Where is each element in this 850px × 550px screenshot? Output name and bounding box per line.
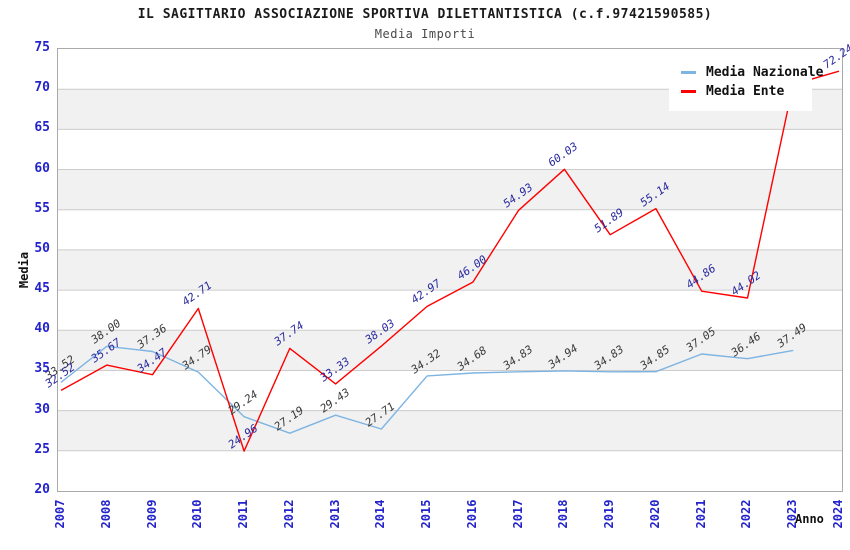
grid-band [58, 330, 842, 371]
x-tick-label: 2017 [510, 499, 525, 529]
x-tick-label: 2011 [236, 499, 251, 529]
x-tick-label: 2019 [602, 499, 617, 529]
y-tick-label: 40 [34, 321, 50, 337]
legend: Media Nazionale Media Ente [669, 53, 823, 111]
y-tick-label: 45 [34, 281, 50, 297]
x-tick-label: 2018 [556, 499, 571, 529]
series-line-media-ente [60, 70, 840, 452]
grid-band [58, 410, 842, 451]
ente-line-swatch-icon [681, 90, 696, 93]
y-tick-label: 65 [34, 120, 50, 136]
grid-band [58, 249, 842, 291]
x-tick-label: 2009 [144, 499, 159, 529]
legend-label-media-ente: Media Ente [706, 84, 785, 99]
grid-band [58, 169, 842, 210]
x-tick-label: 2010 [190, 499, 205, 529]
plot-area [57, 48, 843, 492]
x-tick-label: 2024 [831, 499, 845, 529]
chart-canvas [58, 70, 842, 452]
x-tick-label: 2007 [53, 499, 67, 529]
x-tick-label: 2012 [281, 499, 296, 529]
y-tick-label: 60 [34, 160, 50, 176]
legend-item-media-ente: Media Ente [681, 84, 802, 99]
legend-label-media-nazionale: Media Nazionale [706, 65, 824, 80]
x-tick-label: 2022 [739, 499, 754, 529]
x-tick-label: 2014 [373, 499, 388, 529]
x-tick-label: 2008 [98, 499, 113, 529]
y-tick-label: 20 [34, 482, 50, 497]
y-tick-label: 35 [34, 361, 50, 377]
y-tick-label: 75 [34, 40, 50, 55]
chart-title: IL SAGITTARIO ASSOCIAZIONE SPORTIVA DILE… [137, 7, 713, 22]
series-line-media-nazionale [60, 345, 794, 434]
chart-subtitle: Media Importi [374, 27, 476, 41]
y-tick-label: 70 [34, 80, 50, 96]
x-tick-label: 2021 [693, 499, 708, 529]
y-tick-label: 55 [34, 200, 50, 216]
y-tick-label: 30 [34, 401, 50, 417]
legend-item-media-nazionale: Media Nazionale [681, 65, 823, 80]
nazionale-line-swatch-icon [681, 71, 696, 74]
x-tick-label: 2020 [647, 499, 662, 529]
x-tick-label: 2015 [419, 499, 434, 529]
y-tick-label: 50 [34, 240, 50, 256]
x-tick-label: 2013 [327, 499, 342, 529]
y-tick-label: 25 [34, 441, 50, 457]
x-tick-label: 2016 [464, 499, 479, 529]
x-axis-title: Anno [795, 512, 824, 526]
